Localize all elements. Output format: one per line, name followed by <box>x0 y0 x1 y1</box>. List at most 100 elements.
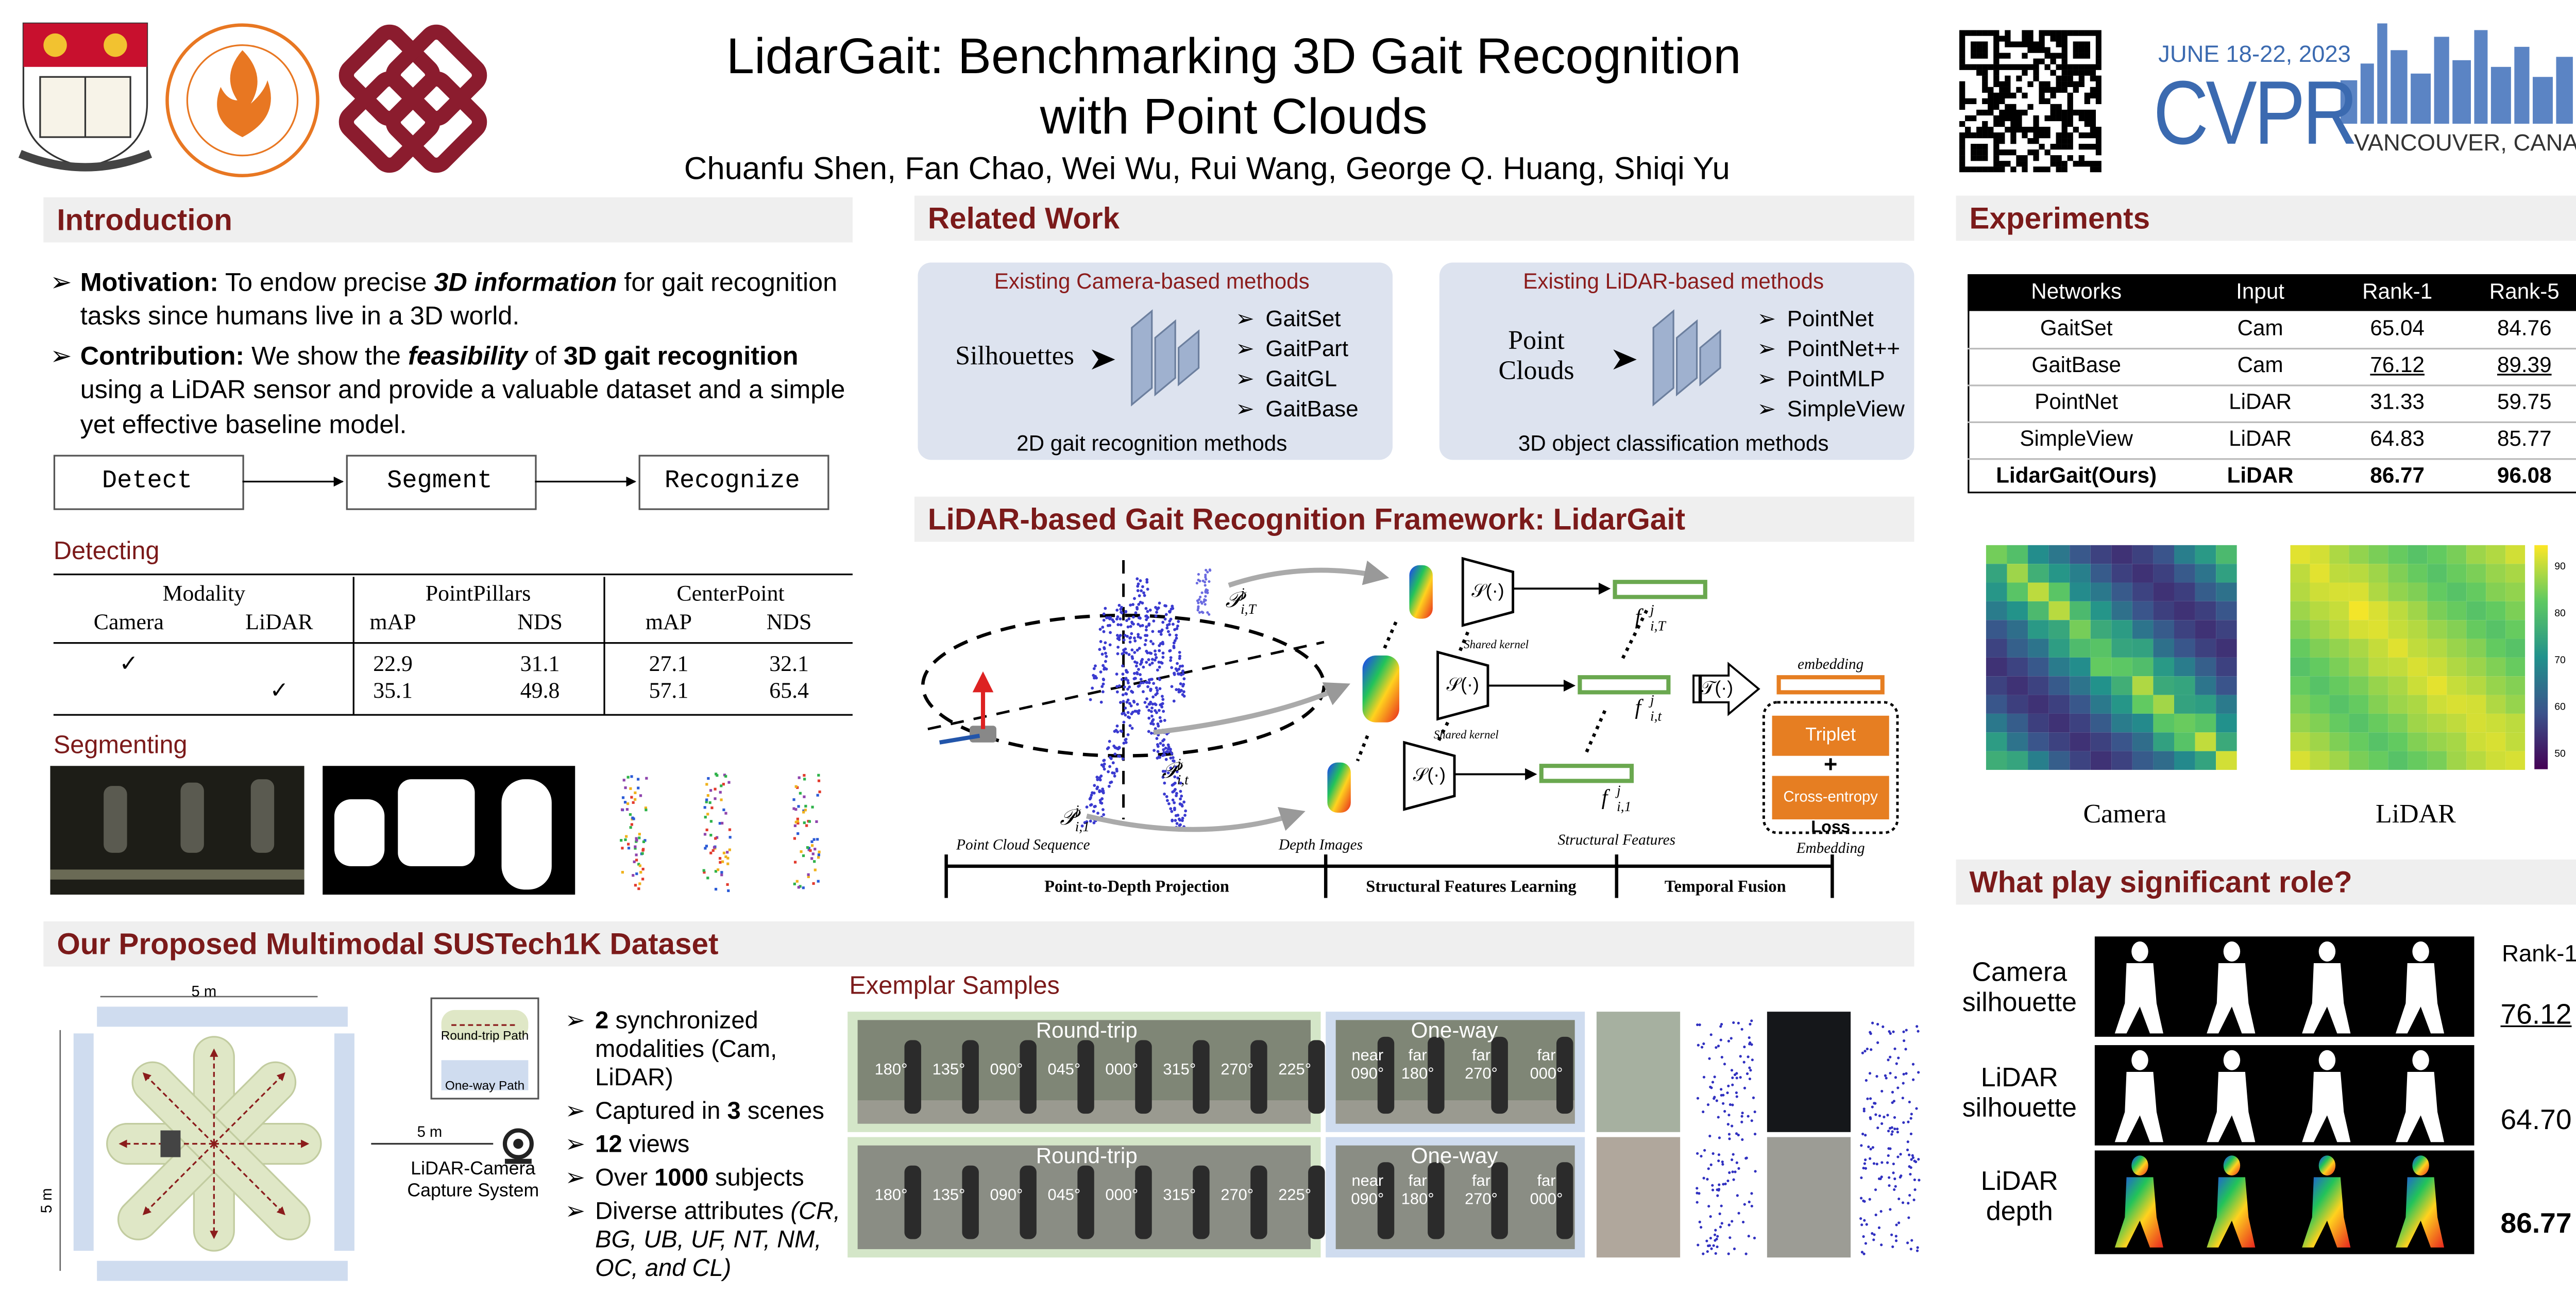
point <box>1158 678 1161 681</box>
method: PointMLP <box>1757 364 1905 394</box>
qr-module <box>2027 30 2033 36</box>
point <box>1133 660 1137 664</box>
point <box>1720 1022 1723 1026</box>
point <box>1735 1095 1738 1098</box>
point <box>1130 632 1133 635</box>
qr-module <box>2022 92 2028 99</box>
method-list: GaitSetGaitPartGaitGLGaitBase <box>1235 305 1359 425</box>
qr-module <box>1982 87 1988 93</box>
point <box>728 836 732 839</box>
point <box>1698 1192 1701 1195</box>
heatmap-cell <box>2028 545 2049 564</box>
point <box>1702 1075 1706 1079</box>
qr-module <box>1959 81 1965 87</box>
point <box>793 882 796 885</box>
qr-module <box>2067 81 2073 87</box>
point <box>1157 709 1161 712</box>
point <box>1902 1030 1905 1033</box>
heatmap-cell <box>2153 713 2174 733</box>
qr-module <box>2056 53 2062 59</box>
point <box>1906 1140 1909 1144</box>
point <box>1124 610 1128 614</box>
point <box>1730 1037 1733 1040</box>
point <box>1899 1175 1902 1179</box>
point <box>1887 1058 1890 1062</box>
point <box>1204 574 1207 577</box>
heatmap-cell <box>2349 638 2369 658</box>
text-run: Motivation: <box>80 269 218 298</box>
heatmap-cell <box>2466 676 2486 695</box>
table-cell: GaitSet <box>2040 315 2113 341</box>
qr-module <box>2073 126 2079 133</box>
qr-module <box>1976 155 1982 161</box>
point <box>706 794 709 797</box>
heatmap-cell <box>2408 638 2428 658</box>
qr-module <box>2022 41 2028 47</box>
silhouette-body <box>2395 1071 2445 1142</box>
heatmap-cell <box>2216 732 2237 751</box>
point <box>1727 1133 1731 1136</box>
diagram-label: Structural Features <box>1558 832 1675 848</box>
table-cell: 84.76 <box>2497 315 2552 341</box>
point <box>1747 1115 1750 1118</box>
qr-module <box>2067 109 2073 116</box>
qr-module <box>2095 58 2102 64</box>
point <box>1121 712 1124 715</box>
text-run: 3D gait recognition <box>563 342 799 372</box>
heatmap-cell <box>2427 657 2447 677</box>
encoder-label: 𝒮(·) <box>1471 580 1504 601</box>
point <box>1136 577 1139 581</box>
colorbar-tick: 50 <box>2554 750 2566 760</box>
qr-module <box>1988 92 1994 99</box>
point <box>802 886 805 889</box>
point <box>1888 1030 1891 1033</box>
point <box>1697 1243 1700 1247</box>
point <box>634 798 637 801</box>
qr-module <box>2039 144 2045 150</box>
heatmap-cell <box>2505 620 2526 639</box>
qr-module <box>2016 109 2022 116</box>
heatmap-cell <box>2486 601 2506 620</box>
heatmap-cell <box>2408 582 2428 601</box>
point <box>805 824 808 827</box>
heatmap-cell <box>2028 751 2049 770</box>
strip-title: One-way <box>1411 1142 1498 1168</box>
heatmap-label: LiDAR <box>2376 800 2456 829</box>
heatmap-cell <box>2153 601 2174 620</box>
heatmap-cell <box>2216 713 2237 733</box>
point <box>1864 1167 1867 1170</box>
qr-module <box>2073 41 2079 47</box>
heatmap-cell <box>2427 601 2447 620</box>
point <box>1161 776 1165 779</box>
qr-module <box>2050 109 2056 116</box>
qr-module <box>2005 115 2011 122</box>
point <box>1151 695 1155 699</box>
point <box>1706 1103 1710 1106</box>
point <box>644 806 648 810</box>
heatmap-cell <box>2132 638 2154 658</box>
point <box>1147 658 1150 662</box>
table-group: PointPillars <box>425 580 531 606</box>
point <box>1139 681 1143 685</box>
point <box>1139 673 1142 677</box>
heatmap-cell <box>2349 732 2369 751</box>
point <box>1147 730 1150 733</box>
point <box>1144 607 1148 610</box>
point <box>1894 1235 1897 1238</box>
point <box>1168 633 1172 636</box>
section-heading: Related Work <box>927 201 1120 236</box>
point <box>807 873 810 876</box>
point <box>709 834 713 837</box>
subheading: Detecting <box>53 537 160 566</box>
point <box>804 804 807 808</box>
dimension: 5 m <box>417 1123 443 1140</box>
net-block <box>1652 309 1674 407</box>
heatmap-cell <box>2329 601 2349 620</box>
point <box>1121 757 1125 761</box>
point <box>1198 598 1201 601</box>
qr-module <box>1999 92 2005 99</box>
point <box>1728 1236 1732 1239</box>
point <box>1902 1072 1905 1076</box>
heatmap-cell <box>2388 713 2408 733</box>
point <box>639 794 642 797</box>
